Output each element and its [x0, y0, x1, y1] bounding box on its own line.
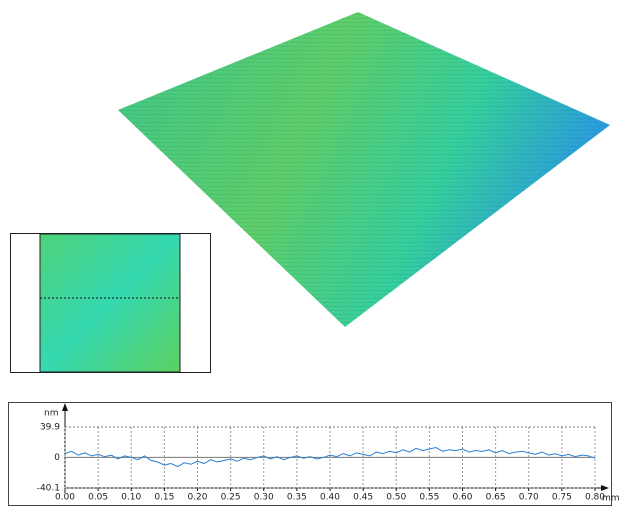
x-tick-label: 0.40 — [320, 493, 340, 503]
x-tick-label: 0.60 — [452, 493, 472, 503]
y-axis-label: nm — [44, 409, 58, 419]
x-tick-label: 0.10 — [121, 493, 141, 503]
x-arrow — [601, 485, 609, 491]
x-tick-label: 0.30 — [254, 493, 274, 503]
y-tick-label: -40.1 — [37, 484, 60, 494]
x-tick-label: 0.20 — [187, 493, 207, 503]
x-tick-label: 0.00 — [55, 493, 75, 503]
x-tick-label: 0.75 — [552, 493, 572, 503]
profile-frame — [9, 403, 612, 506]
x-tick-label: 0.15 — [154, 493, 174, 503]
thumbnail-map — [40, 234, 180, 372]
x-tick-label: 0.45 — [353, 493, 373, 503]
x-tick-label: 0.55 — [419, 493, 439, 503]
x-tick-label: 0.65 — [486, 493, 506, 503]
page: {"chart_data": {"type": "line", "y_label… — [0, 0, 619, 506]
y-arrow — [62, 403, 68, 411]
x-tick-label: 0.80 — [585, 493, 605, 503]
x-tick-label: 0.35 — [287, 493, 307, 503]
screen: nm mm 0.000.050.100.150.200.250.300.350.… — [0, 0, 619, 506]
y-tick-label: 39.9 — [40, 423, 60, 433]
x-tick-label: 0.05 — [88, 493, 108, 503]
x-tick-label: 0.25 — [221, 493, 241, 503]
x-tick-label: 0.70 — [519, 493, 539, 503]
x-tick-label: 0.50 — [386, 493, 406, 503]
y-tick-label: 0 — [54, 453, 60, 463]
